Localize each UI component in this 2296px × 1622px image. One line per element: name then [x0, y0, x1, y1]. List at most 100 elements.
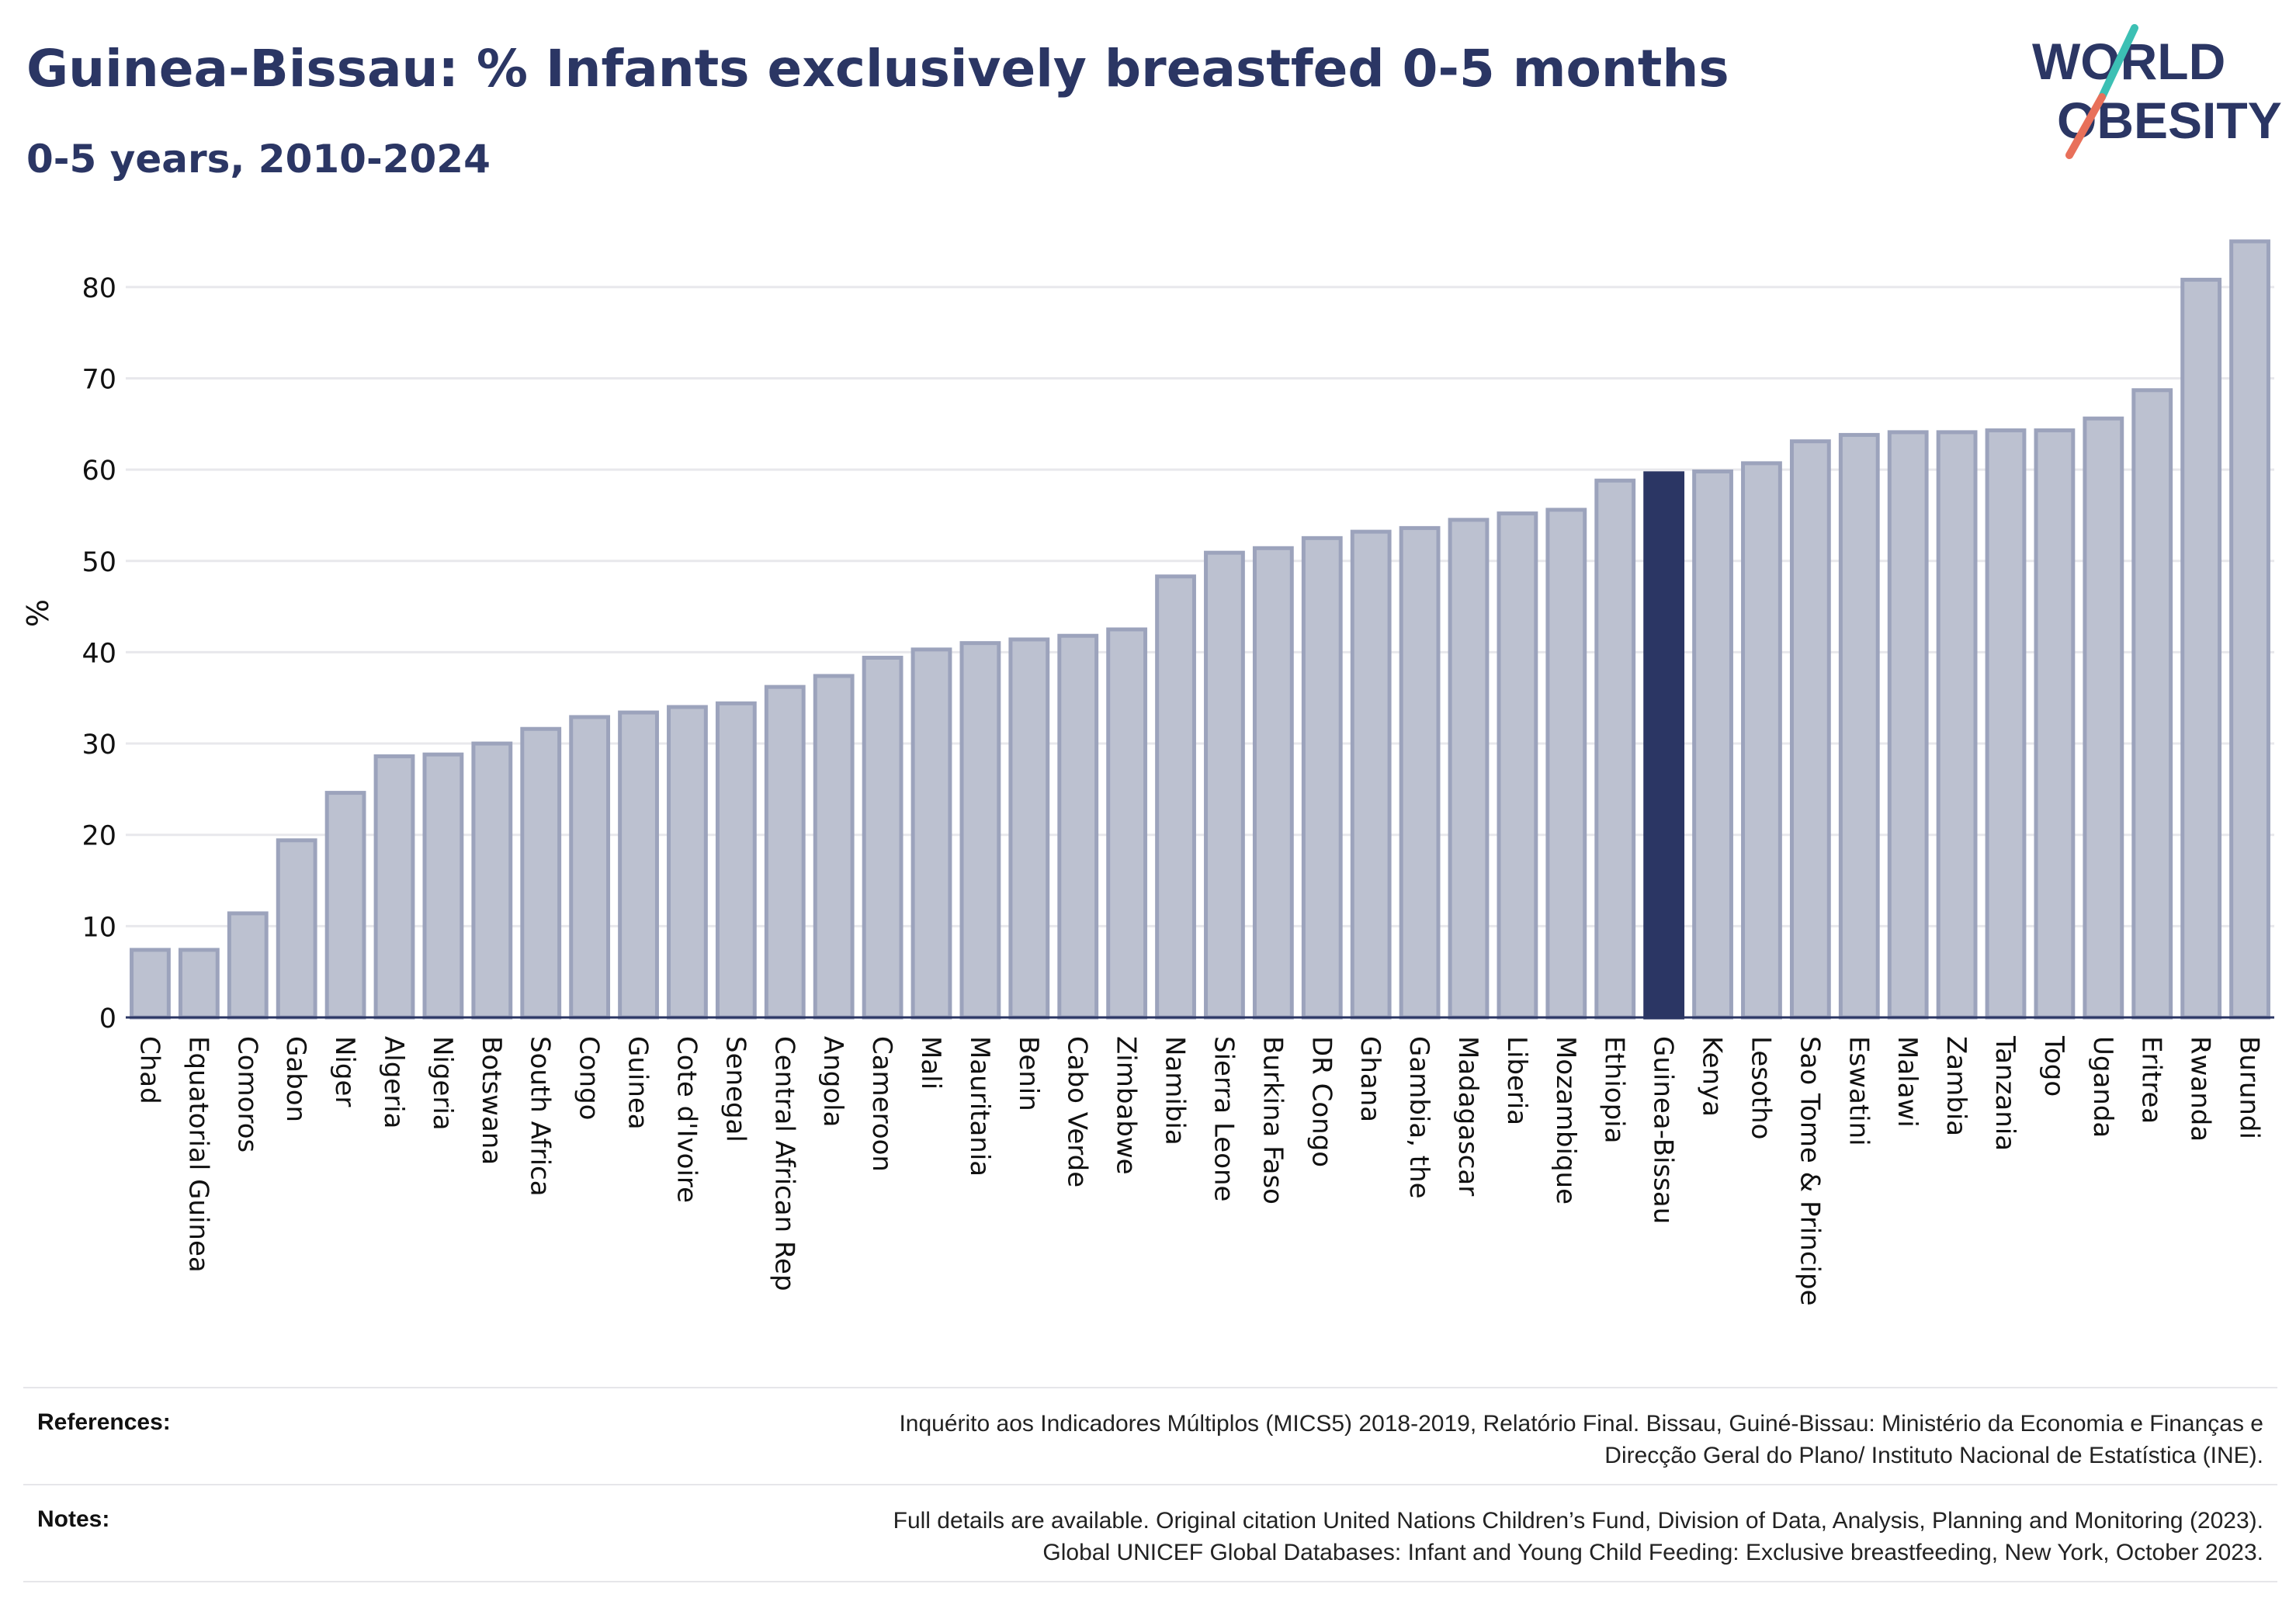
bar: [1106, 627, 1148, 1020]
x-tick-label: Equatorial Guinea: [182, 1036, 213, 1273]
bar: [1594, 478, 1636, 1020]
bar: [2229, 239, 2270, 1020]
bars: [130, 239, 2270, 1020]
x-tick-label: Central African Rep: [768, 1036, 799, 1291]
x-tick-label: Sierra Leone: [1208, 1036, 1239, 1201]
bar: [618, 710, 659, 1020]
footer-divider: [23, 1484, 2277, 1485]
bar: [910, 647, 952, 1020]
bar: [1399, 525, 1441, 1020]
y-tick-label: 70: [82, 364, 116, 395]
bar: [227, 911, 269, 1020]
logo-text-obesity: OBESITY: [2057, 92, 2282, 149]
footer-divider: [23, 1581, 2277, 1582]
y-axis-label: %: [21, 599, 55, 627]
notes-section: Notes: Full details are available. Origi…: [23, 1494, 2277, 1579]
x-tick-label: Kenya: [1697, 1036, 1728, 1117]
chart-title: Guinea-Bissau: % Infants exclusively bre…: [26, 39, 1729, 99]
bar: [1008, 637, 1050, 1020]
bar: [1301, 535, 1343, 1020]
x-tick-label: Benin: [1013, 1036, 1044, 1111]
bar: [373, 754, 415, 1020]
x-tick-label: Lesotho: [1745, 1036, 1776, 1139]
x-tick-label: Namibia: [1160, 1036, 1191, 1145]
bar: [130, 948, 171, 1020]
x-tick-label: Sao Tome & Principe: [1794, 1036, 1825, 1306]
x-tick-label: Angola: [817, 1036, 848, 1127]
bar: [959, 641, 1001, 1020]
x-tick-label: Cameroon: [866, 1036, 897, 1172]
bar: [1741, 461, 1782, 1020]
bar: [1887, 430, 1929, 1020]
logo-slash-bottom: [2065, 93, 2106, 159]
x-tick-label: Mozambique: [1550, 1036, 1581, 1204]
y-tick-label: 20: [82, 821, 116, 852]
x-tick-label: Tanzania: [1989, 1035, 2020, 1151]
x-tick-label: Botswana: [476, 1036, 507, 1165]
notes-line: Global UNICEF Global Databases: Infant a…: [1042, 1540, 2263, 1565]
bar: [715, 701, 757, 1020]
bar: [1057, 633, 1099, 1020]
x-tick-label: Ghana: [1354, 1036, 1386, 1122]
references-line: Direcção Geral do Plano/ Instituto Nacio…: [1604, 1443, 2263, 1468]
y-tick-label: 30: [82, 730, 116, 761]
y-tick-label: 40: [82, 638, 116, 669]
x-tick-label: Madagascar: [1452, 1036, 1483, 1196]
y-tick-label: 10: [82, 912, 116, 943]
bar: [1350, 529, 1392, 1020]
x-tick-label: Burkina Faso: [1257, 1036, 1288, 1204]
bar: [324, 791, 366, 1020]
bar: [569, 715, 611, 1020]
references-line: Inquérito aos Indicadores Múltiplos (MIC…: [899, 1411, 2263, 1437]
x-tick-label: Comoros: [231, 1036, 262, 1152]
x-tick-label: Niger: [329, 1036, 360, 1107]
x-tick-label: Burundi: [2234, 1036, 2265, 1139]
bar: [1497, 511, 1538, 1020]
bar: [1789, 439, 1831, 1020]
bar: [813, 674, 855, 1020]
x-tick-label: Zambia: [1941, 1036, 1972, 1136]
x-tick-label: Togo: [2038, 1035, 2069, 1097]
bar: [862, 655, 903, 1020]
world-obesity-logo: WORLD OBESITY: [2032, 24, 2282, 159]
bar: [2131, 388, 2173, 1020]
bar: [276, 838, 317, 1020]
bar: [2083, 416, 2124, 1020]
bar: [1692, 469, 1733, 1020]
x-tick-label: Senegal: [720, 1036, 751, 1142]
notes-line: Full details are available. Original cit…: [893, 1508, 2263, 1534]
x-tick-label: Guinea: [623, 1036, 654, 1130]
bar: [520, 726, 562, 1020]
notes-label: Notes:: [37, 1506, 110, 1532]
x-tick-label: Mali: [915, 1036, 946, 1090]
x-tick-label: Guinea-Bissau: [1648, 1036, 1679, 1224]
references-label: References:: [37, 1409, 171, 1435]
x-axis-ticks: Chad Equatorial Guinea Comoros Gabon Niger Al…: [134, 1035, 2264, 1306]
notes-text: Full details are available. Original cit…: [401, 1505, 2263, 1568]
bar: [1936, 430, 1978, 1020]
bar: [1448, 518, 1490, 1020]
bar: [1155, 574, 1196, 1020]
y-tick-label: 60: [82, 456, 116, 487]
x-tick-label: Malawi: [1892, 1036, 1923, 1128]
bar-highlight: [1643, 471, 1685, 1020]
references-text: Inquérito aos Indicadores Múltiplos (MIC…: [401, 1408, 2263, 1471]
bar: [422, 752, 464, 1020]
bar: [1252, 546, 1294, 1020]
bar: [471, 741, 513, 1020]
y-tick-label: 80: [82, 273, 116, 304]
bar: [1838, 432, 1880, 1020]
x-tick-label: Eritrea: [2136, 1036, 2167, 1124]
x-tick-label: Gambia, the: [1403, 1036, 1434, 1199]
x-tick-label: DR Congo: [1306, 1036, 1337, 1167]
bar: [2180, 277, 2222, 1020]
references-section: References: Inquérito aos Indicadores Mú…: [23, 1397, 2277, 1482]
x-tick-label: Chad: [134, 1036, 165, 1104]
x-tick-label: Algeria: [378, 1036, 409, 1128]
x-tick-label: Nigeria: [427, 1036, 458, 1131]
x-tick-label: Cote d'Ivoire: [671, 1036, 702, 1203]
x-tick-label: Zimbabwe: [1111, 1036, 1142, 1175]
x-tick-label: Gabon: [280, 1036, 311, 1122]
logo-slash-top: [2098, 24, 2138, 101]
